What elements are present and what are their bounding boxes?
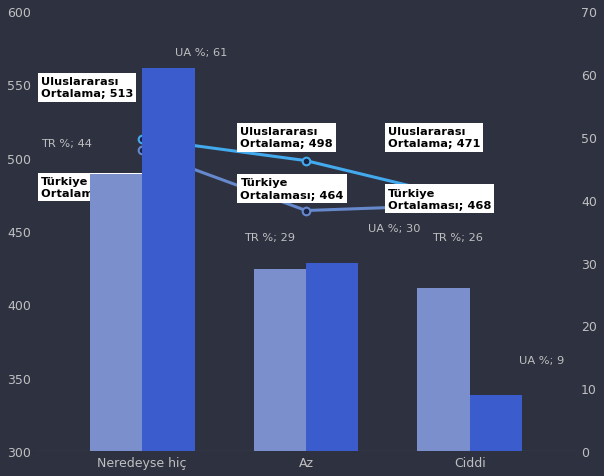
- Text: UA %; 9: UA %; 9: [519, 356, 564, 366]
- Text: Türkiye
Ortalaması; 464: Türkiye Ortalaması; 464: [240, 178, 344, 200]
- Text: Uluslararası
Ortalama; 471: Uluslararası Ortalama; 471: [388, 127, 480, 149]
- Text: TR %; 29: TR %; 29: [244, 232, 295, 242]
- Text: Türkiye
Ortalaması; 505: Türkiye Ortalaması; 505: [40, 177, 144, 199]
- Text: Uluslararası
Ortalama; 498: Uluslararası Ortalama; 498: [240, 127, 333, 149]
- Text: UA %; 61: UA %; 61: [175, 48, 227, 58]
- Text: Uluslararası
Ortalama; 513: Uluslararası Ortalama; 513: [40, 77, 133, 99]
- Bar: [254, 269, 306, 451]
- Text: Türkiye
Ortalaması; 468: Türkiye Ortalaması; 468: [388, 188, 491, 210]
- Bar: [306, 263, 358, 451]
- Text: UA %; 30: UA %; 30: [368, 224, 421, 234]
- Bar: [90, 175, 143, 451]
- Bar: [417, 288, 470, 451]
- Bar: [470, 395, 522, 451]
- Bar: [143, 69, 194, 451]
- Text: TR %; 44: TR %; 44: [40, 139, 92, 149]
- Text: TR %; 26: TR %; 26: [432, 232, 483, 242]
